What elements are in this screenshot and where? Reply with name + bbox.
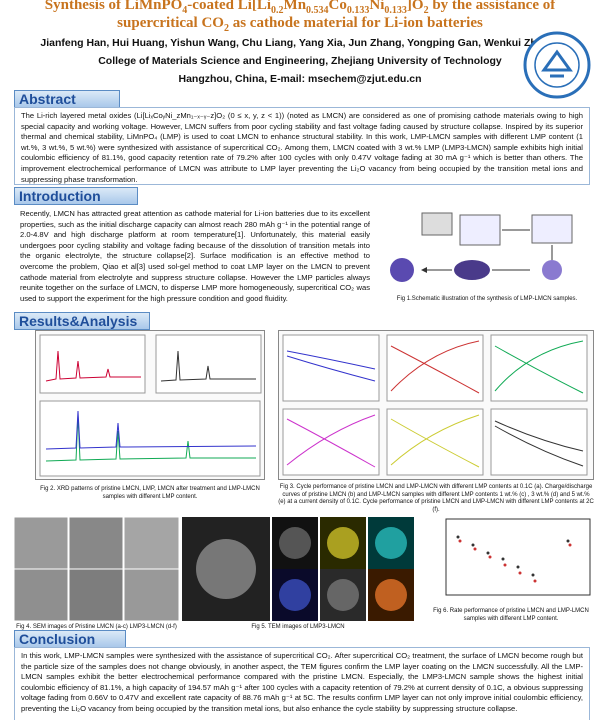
title-run: 4 xyxy=(182,5,188,16)
section-heading: Abstract xyxy=(14,90,120,108)
title-run: 0.133 xyxy=(346,5,370,16)
fig5-tem xyxy=(182,517,414,621)
figure-caption: Fig 5. TEM images of LMP3-LMCN xyxy=(251,624,345,630)
fig4-sem xyxy=(14,517,179,621)
title-run: 0.534 xyxy=(306,5,329,16)
title-run: -coated Li[Li xyxy=(187,0,272,13)
title-run: by the assistance of xyxy=(428,0,556,13)
fig6-rate xyxy=(445,518,591,596)
authors: Jianfeng Han, Hui Huang, Yishun Wang, Ch… xyxy=(40,37,560,49)
fig1-scheme xyxy=(390,212,573,282)
title-run: 0.2 xyxy=(271,5,284,16)
fig3-electrochem xyxy=(278,330,594,480)
section-heading: Conclusion xyxy=(14,630,126,648)
section-heading: Introduction xyxy=(14,187,138,205)
fig2-xrd xyxy=(35,330,265,480)
logo xyxy=(523,31,591,99)
title-run: 2 xyxy=(423,5,429,16)
title-run: 0.133 xyxy=(384,5,407,16)
figure-caption: Fig 4. SEM images of Pristine LMCN (a-c)… xyxy=(16,624,177,630)
title-run: Mn xyxy=(283,0,307,13)
title-run: Co xyxy=(328,0,347,13)
affiliation: College of Materials Science and Enginee… xyxy=(98,55,502,67)
title-run: ]O xyxy=(406,0,424,13)
title-run: Ni xyxy=(369,0,385,13)
address: Hangzhou, China, E-mail: msechem@zjut.ed… xyxy=(178,73,422,85)
title-run: as cathode material for Li-ion batteries xyxy=(228,15,483,31)
title-run: supercritical CO xyxy=(117,15,224,31)
conclusion-text: In this work, LMP-LMCN samples were synt… xyxy=(14,647,590,720)
abstract-text: The Li-rich layered metal oxides (Li[Liₓ… xyxy=(14,107,590,185)
figure-caption: Fig 1.Schematic illustration of the synt… xyxy=(396,296,578,302)
title-line: Synthesis of LiMnPO4-coated Li[Li0.2Mn0.… xyxy=(0,0,600,20)
intro-text: Recently, LMCN has attracted great atten… xyxy=(20,209,370,303)
section-heading: Results&Analysis xyxy=(14,312,150,330)
title-line: supercritical CO2 as cathode material fo… xyxy=(0,14,600,38)
title-run: Synthesis of LiMnPO xyxy=(44,0,183,13)
figure-caption: Fig 3. Cycle performance of pristine LMC… xyxy=(278,484,594,513)
title-run: 2 xyxy=(223,23,229,34)
figure-caption: Fig 2. XRD patterns of pristine LMCN, LM… xyxy=(40,486,260,500)
figure-caption: Fig 6. Rate performance of pristine LMCN… xyxy=(433,608,589,622)
